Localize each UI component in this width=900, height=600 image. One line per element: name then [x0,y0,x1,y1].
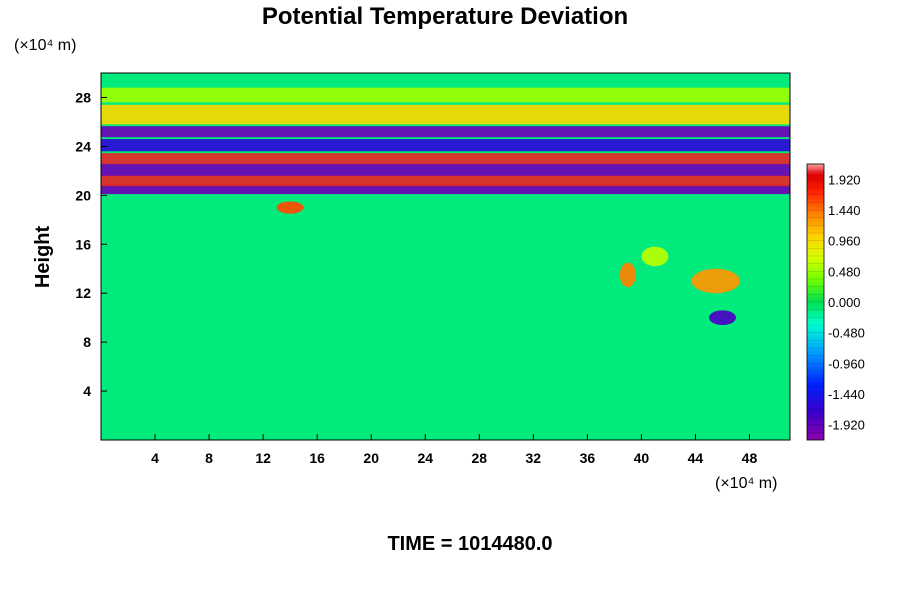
x-tick-label: 16 [309,450,325,466]
heatmap-blob [641,246,669,267]
x-axis-ticks: 4 8 12 16 20 24 28 32 36 40 44 48 [151,434,757,466]
heatmap-band [101,104,790,125]
x-tick-label: 8 [205,450,213,466]
y-tick-label: 8 [83,334,91,350]
colorbar-tick-label: 0.000 [828,295,861,310]
heatmap-band [101,163,790,176]
x-tick-label: 32 [526,450,542,466]
x-axis-units: (×10⁴ m) [715,475,777,492]
y-tick-label: 20 [75,187,91,203]
x-tick-label: 24 [417,450,433,466]
y-tick-label: 28 [75,89,91,105]
heatmap-band [101,126,790,138]
y-tick-label: 16 [75,236,91,252]
heatmap-blob [708,310,736,326]
colorbar-tick-label: 0.480 [828,264,861,279]
y-tick-label: 4 [83,383,91,399]
heatmap-band [101,175,790,187]
plot-frame [100,72,791,441]
heatmap-band [101,87,790,103]
heatmap-band [101,139,790,152]
colorbar-tick-label: -1.440 [828,387,865,402]
x-tick-label: 44 [688,450,704,466]
x-tick-label: 4 [151,450,159,466]
heatmap-blob [619,262,636,288]
colorbar-gradient [806,163,825,441]
y-axis-label: Height [32,226,54,289]
colorbar-tick-label: -0.480 [828,326,865,341]
colorbar-tick-label: 1.920 [828,172,861,187]
heatmap-blob [691,268,741,294]
colorbar-ticks: 1.920 1.440 0.960 0.480 0.000 -0.480 -0.960 -1.… [807,163,865,441]
heatmap-field [101,73,790,440]
colorbar-tick-label: -0.960 [828,356,865,371]
heatmap-band [101,153,790,165]
x-tick-label: 40 [634,450,650,466]
chart-title: Potential Temperature Deviation [262,3,628,30]
x-tick-label: 20 [363,450,379,466]
colorbar-tick-label: 0.960 [828,234,861,249]
x-tick-label: 28 [471,450,487,466]
y-axis-units: (×10⁴ m) [14,37,76,54]
x-tick-label: 36 [580,450,596,466]
heatmap-band [101,184,790,195]
y-tick-label: 12 [75,285,91,301]
time-label: TIME = 1014480.0 [387,533,552,555]
colorbar-tick-label: -1.920 [828,418,865,433]
heatmap-blob [276,201,304,214]
y-tick-label: 24 [75,138,91,154]
x-tick-label: 12 [255,450,271,466]
colorbar: 1.920 1.440 0.960 0.480 0.000 -0.480 -0.960 -1.… [806,163,865,441]
x-tick-label: 48 [742,450,758,466]
colorbar-tick-label: 1.440 [828,203,861,218]
y-axis-ticks: 4 8 12 16 20 24 28 [75,89,107,399]
